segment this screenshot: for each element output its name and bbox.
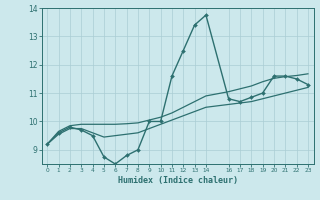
X-axis label: Humidex (Indice chaleur): Humidex (Indice chaleur)	[118, 176, 237, 185]
